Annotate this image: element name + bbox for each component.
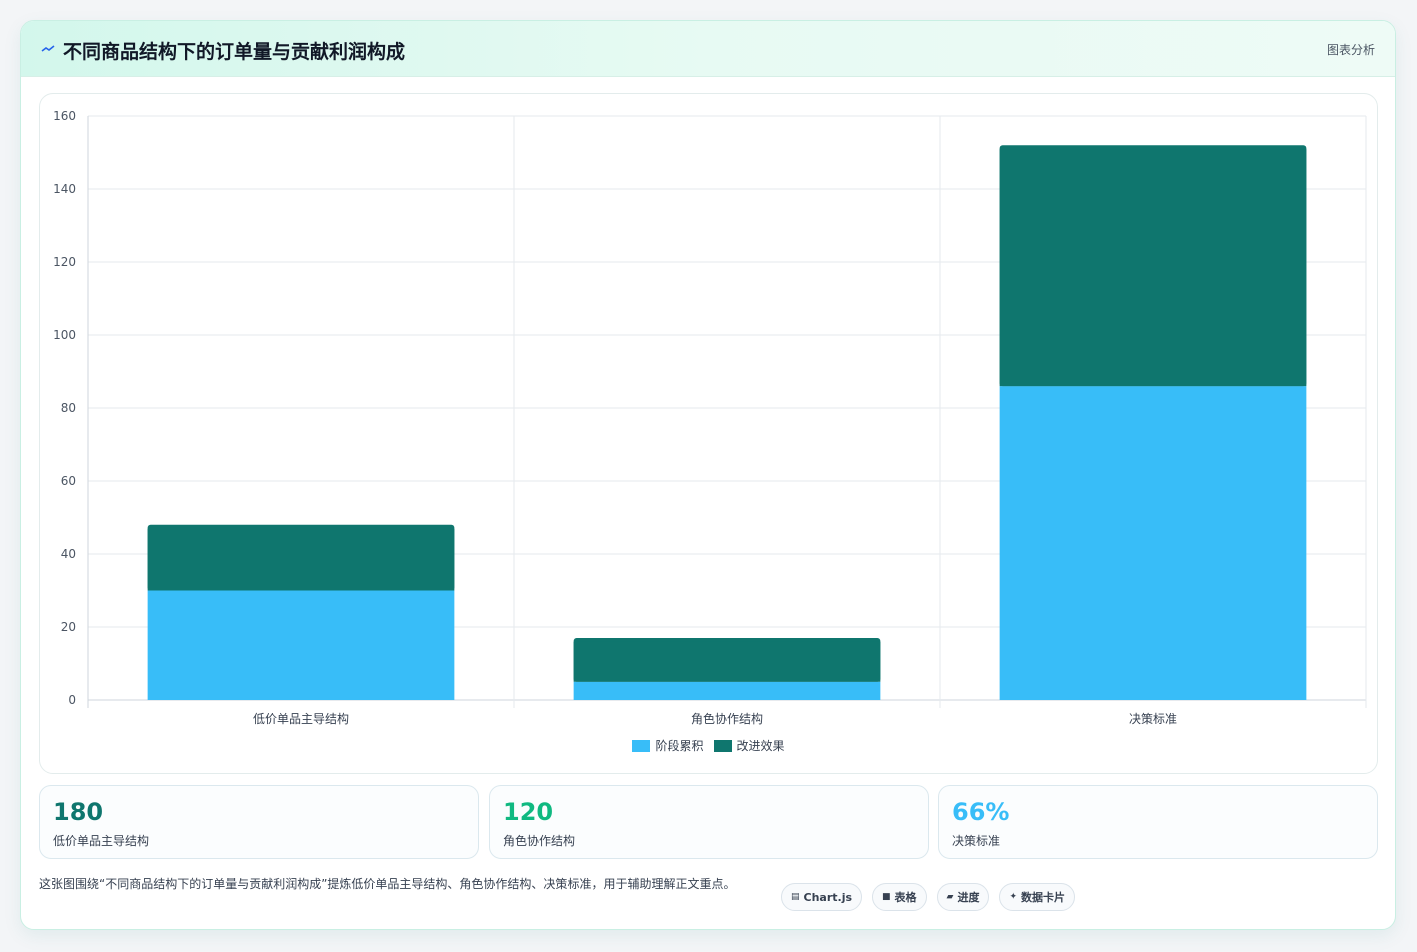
y-tick-label: 20: [61, 620, 76, 634]
card-header: 不同商品结构下的订单量与贡献利润构成 图表分析: [21, 21, 1395, 77]
legend-label-improve: 改进效果: [736, 739, 785, 753]
x-tick-label: 角色协作结构: [691, 711, 763, 726]
stat-value-1: 180: [53, 798, 104, 826]
y-tick-label: 80: [61, 401, 76, 415]
chip-label-chartjs: Chart.js: [803, 890, 853, 904]
y-tick-label: 100: [53, 328, 76, 342]
y-tick-label: 0: [68, 693, 76, 707]
legend-swatch-stage: [632, 739, 651, 752]
stat-label-1: 低价单品主导结构: [53, 834, 150, 848]
tag-chips: ▤ Chart.js ■ 表格 ▰ 进度 ✦ 数据卡片: [781, 883, 1076, 911]
bar-segment-fill: [147, 528, 455, 591]
chip-label-data-card: 数据卡片: [1021, 891, 1066, 904]
y-tick-label: 120: [53, 255, 76, 269]
legend-item-improve[interactable]: 改进效果: [713, 737, 785, 754]
sparkle-icon: ✦: [1009, 892, 1018, 902]
chip-chartjs[interactable]: ▤ Chart.js: [781, 883, 863, 911]
trend-icon: [41, 45, 55, 52]
stat-card-3: 66% 决策标准: [938, 785, 1378, 859]
chip-progress[interactable]: ▰ 进度: [936, 883, 990, 911]
stat-value-2: 120: [503, 798, 554, 826]
stat-card-1: 180 低价单品主导结构: [39, 785, 479, 859]
chip-table[interactable]: ■ 表格: [872, 883, 927, 911]
legend-swatch-improve: [713, 739, 732, 752]
y-tick-label: 60: [61, 474, 76, 488]
chart-icon: ▤: [791, 892, 800, 902]
x-tick-label: 低价单品主导结构: [253, 711, 349, 726]
stat-label-2: 角色协作结构: [503, 834, 576, 848]
y-tick-label: 160: [53, 109, 76, 123]
stat-value-3: 66%: [952, 798, 1010, 826]
stacked-bar-chart: 0 20 40 60 80 100 120 140 160 低价单品主导结构 角色协作结构 决策标准: [53, 109, 1367, 726]
chart-title: 不同商品结构下的订单量与贡献利润构成: [63, 41, 406, 63]
chip-label-progress: 进度: [957, 891, 980, 904]
bar-segment[interactable]: [999, 386, 1307, 700]
chart-footnote: 这张图围绕“不同商品结构下的订单量与贡献利润构成”提炼低价单品主导结构、角色协作…: [39, 877, 736, 891]
y-tick-label: 140: [53, 182, 76, 196]
chart-legend: 阶段累积 改进效果: [40, 737, 1377, 754]
chart-card: 不同商品结构下的订单量与贡献利润构成 图表分析 0 20 40 60 80 100 120 1…: [20, 20, 1396, 930]
x-tick-label: 决策标准: [1129, 712, 1177, 726]
bar-segment-fill: [573, 641, 881, 682]
stat-label-3: 决策标准: [952, 834, 1001, 848]
y-tick-label: 40: [61, 547, 76, 561]
bar-segment-fill: [999, 149, 1307, 387]
bar-segment[interactable]: [573, 681, 881, 700]
legend-label-stage: 阶段累积: [655, 739, 704, 753]
legend-item-stage[interactable]: 阶段累积: [632, 737, 704, 754]
chip-data-card[interactable]: ✦ 数据卡片: [999, 883, 1076, 911]
chart-area: 0 20 40 60 80 100 120 140 160 低价单品主导结构 角色协作结构 决策标准 …: [39, 93, 1378, 774]
bar-segment[interactable]: [147, 590, 455, 701]
table-icon: ■: [882, 892, 891, 902]
progress-icon: ▰: [946, 892, 954, 902]
stat-card-2: 120 角色协作结构: [489, 785, 929, 859]
chart-analysis-tag: 图表分析: [1326, 43, 1375, 57]
chip-label-table: 表格: [894, 891, 917, 904]
